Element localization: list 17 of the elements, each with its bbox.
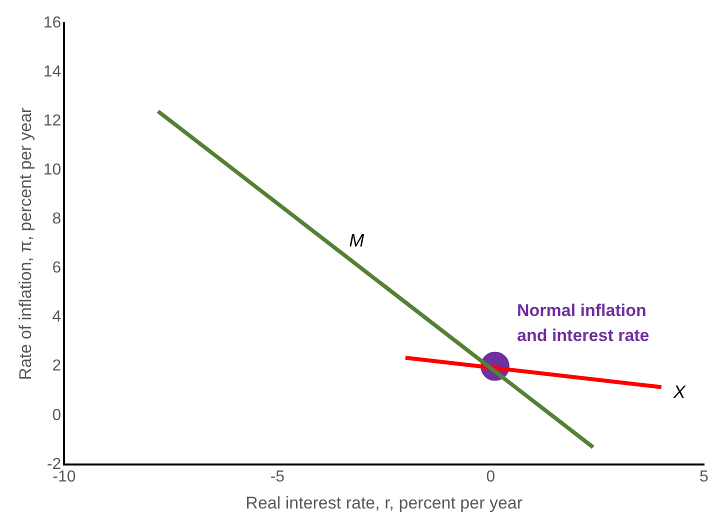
series-label: Normal inflation and interest rate — [517, 301, 650, 345]
series-label: M — [349, 230, 364, 251]
y-tick-label: 2 — [52, 358, 62, 375]
y-axis-title: Rate of inflation, π, percent per year — [16, 107, 35, 380]
series-label: X — [672, 382, 686, 402]
y-tick-label: 16 — [43, 14, 62, 32]
x-tick-label: 0 — [486, 468, 496, 486]
y-tick-label: 10 — [43, 162, 62, 179]
y-tick-label: 4 — [52, 308, 62, 326]
y-tick-label: 8 — [52, 210, 62, 228]
y-tick-label: 6 — [52, 260, 62, 277]
y-tick-label: 12 — [43, 112, 62, 130]
y-tick-label: 0 — [52, 406, 62, 424]
x-axis-title: Real interest rate, r, percent per year — [246, 493, 523, 512]
y-tick-label: 14 — [43, 63, 62, 80]
x-tick-label: 5 — [700, 468, 709, 486]
x-tick-label: -5 — [270, 468, 285, 486]
